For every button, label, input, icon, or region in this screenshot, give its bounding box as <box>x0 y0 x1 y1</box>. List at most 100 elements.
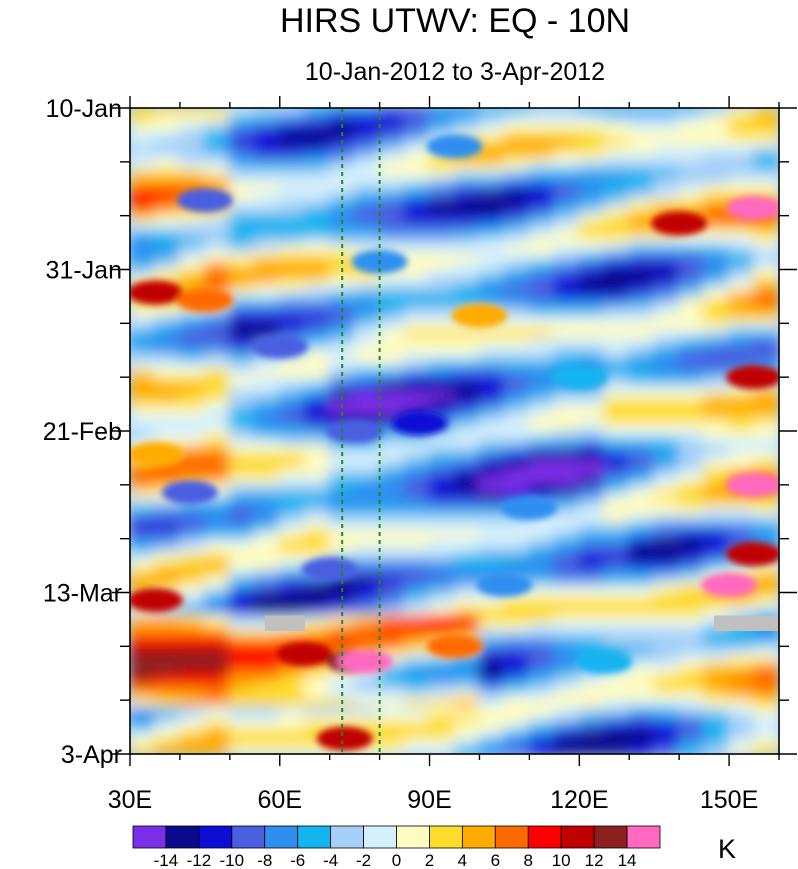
heatmap-cell <box>428 660 456 671</box>
heatmap-cell <box>603 276 631 286</box>
heatmap-cell <box>253 660 281 671</box>
heatmap-cell <box>703 153 731 163</box>
heatmap-cell <box>328 622 356 632</box>
heatmap-cell <box>153 699 181 709</box>
axis-ticks <box>112 96 797 766</box>
heatmap-cell <box>253 583 281 594</box>
heatmap-cell <box>628 337 656 348</box>
heatmap-cell <box>678 406 706 417</box>
heatmap-cell <box>678 445 706 456</box>
heatmap-cell <box>428 722 456 732</box>
heatmap-cell <box>553 314 581 325</box>
heatmap-cell <box>628 353 656 363</box>
heatmap-cell <box>130 130 156 140</box>
heatmap-cell <box>528 545 556 556</box>
heatmap-cell <box>278 406 306 417</box>
heatmap-cell <box>728 645 756 656</box>
heatmap-cell <box>378 737 406 748</box>
heatmap-cell <box>628 737 656 748</box>
heatmap-cell <box>153 737 181 748</box>
heatmap-cell <box>228 476 256 486</box>
heatmap-cell <box>203 514 231 525</box>
heatmap-cell <box>553 568 581 579</box>
heatmap-cell <box>403 514 431 525</box>
heatmap-cell <box>403 491 431 502</box>
heatmap-cell <box>653 460 681 471</box>
heatmap-cell <box>603 637 631 648</box>
heatmap-cell <box>278 191 306 202</box>
heatmap-cell <box>628 399 656 409</box>
heatmap-cell <box>153 230 181 240</box>
heatmap-cell <box>628 230 656 240</box>
heatmap-cell <box>578 230 606 240</box>
heatmap-cell <box>428 299 456 309</box>
heatmap-cell <box>203 430 231 440</box>
heatmap-cell <box>228 637 256 648</box>
heatmap-cell <box>553 291 581 302</box>
heatmap-cell <box>203 230 231 240</box>
heatmap-cell <box>303 337 331 348</box>
heatmap-cell <box>253 591 281 602</box>
heatmap-cell <box>253 183 281 194</box>
heatmap-cell <box>578 183 606 194</box>
heatmap-cell <box>228 729 256 740</box>
heatmap-cell <box>378 537 406 548</box>
heatmap-cell <box>553 729 581 740</box>
heatmap-cell <box>303 191 331 202</box>
heatmap-cell <box>528 306 556 317</box>
heatmap-cell <box>503 214 531 225</box>
heatmap-cell <box>503 745 531 754</box>
heatmap-cell <box>453 168 481 179</box>
heatmap-cell <box>378 191 406 202</box>
heatmap-cell <box>278 137 306 148</box>
heatmap-cell <box>203 322 231 333</box>
heatmap-cell <box>628 253 656 263</box>
heatmap-cell <box>503 683 531 694</box>
heatmap-cell <box>728 168 756 179</box>
heatmap-cell <box>378 145 406 156</box>
heatmap-cell <box>403 706 431 717</box>
heatmap-cell <box>130 245 156 256</box>
heatmap-cell <box>203 222 231 233</box>
heatmap-cell <box>678 260 706 271</box>
heatmap-cell <box>178 737 206 748</box>
heatmap-cell <box>578 406 606 417</box>
heatmap-cell <box>528 276 556 286</box>
heatmap-cell <box>678 699 706 709</box>
heatmap-cell <box>278 445 306 456</box>
heatmap-cell <box>703 668 731 679</box>
heatmap-cell <box>130 108 156 117</box>
heatmap-cell <box>403 168 431 179</box>
heatmap-cell <box>753 560 779 571</box>
heatmap-cell <box>753 629 779 640</box>
heatmap-cell <box>203 345 231 356</box>
heatmap-cell <box>503 660 531 671</box>
heatmap-cell <box>528 168 556 179</box>
colorbar-label: -6 <box>290 851 305 869</box>
heatmap-cell <box>703 653 731 663</box>
heatmap-cell <box>130 145 156 156</box>
heatmap-cell <box>728 230 756 240</box>
heatmap-cell <box>403 237 431 248</box>
heatmap-cell <box>278 476 306 486</box>
heatmap-cell <box>753 160 779 171</box>
heatmap-cell <box>728 460 756 471</box>
heatmap-cell <box>253 245 281 256</box>
heatmap-cell <box>303 260 331 271</box>
heatmap-cell <box>553 253 581 263</box>
heatmap-cell <box>503 622 531 632</box>
heatmap-cell <box>653 491 681 502</box>
heatmap-cell <box>628 330 656 340</box>
heatmap-cell <box>528 606 556 617</box>
heatmap-cell <box>628 668 656 679</box>
heatmap-cell <box>553 722 581 732</box>
heatmap-cell <box>753 237 779 248</box>
y-tick-label: 3-Apr <box>61 741 122 769</box>
heatmap-cell <box>703 145 731 156</box>
heatmap-cell <box>453 568 481 579</box>
heatmap-cell <box>503 706 531 717</box>
heatmap-cell <box>428 168 456 179</box>
heatmap-cell <box>203 360 231 371</box>
heatmap-cell <box>228 553 256 563</box>
heatmap-cell <box>603 322 631 333</box>
